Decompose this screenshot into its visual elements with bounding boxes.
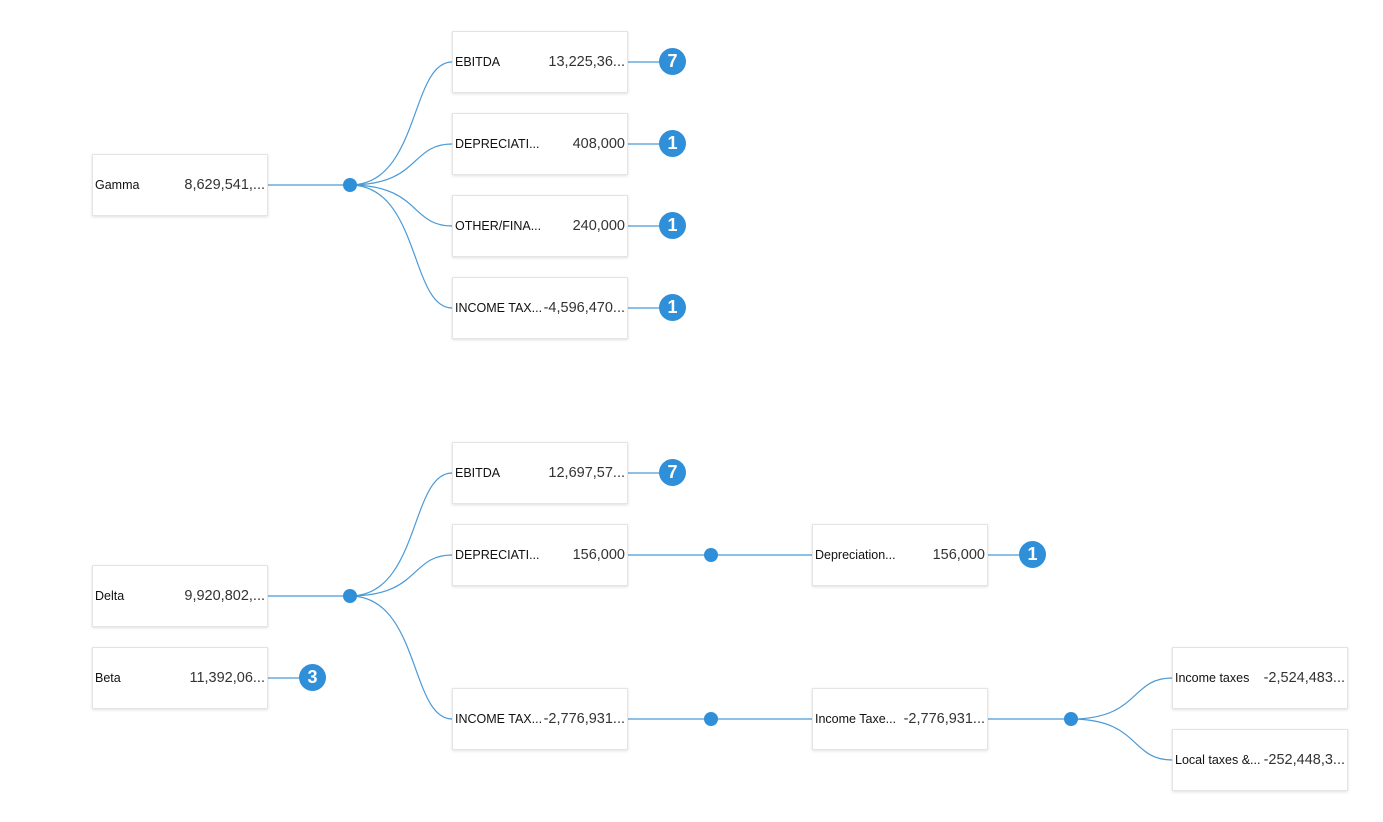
expand-joint-delta-depreciation[interactable] xyxy=(704,548,718,562)
node-gamma-depreciation[interactable]: DEPRECIATI... 408,000 xyxy=(452,113,628,175)
link-delta-depreciation xyxy=(349,554,453,597)
expand-joint-delta-income-tax[interactable] xyxy=(704,712,718,726)
node-label: Beta xyxy=(95,671,121,685)
node-label: Gamma xyxy=(95,178,140,192)
child-count-badge-delta-ebitda[interactable]: 7 xyxy=(659,459,686,486)
node-label: DEPRECIATI... xyxy=(455,548,540,562)
node-value: -2,776,931... xyxy=(903,711,985,727)
node-gamma-other-finance[interactable]: OTHER/FINA... 240,000 xyxy=(452,195,628,257)
node-delta-ebitda[interactable]: EBITDA 12,697,57... xyxy=(452,442,628,504)
child-count-badge-gamma-depreciation[interactable]: 1 xyxy=(659,130,686,157)
link-gamma-income-tax xyxy=(349,184,453,309)
node-value: -4,596,470... xyxy=(543,300,625,316)
node-delta-income-taxes-detail[interactable]: Income Taxe... -2,776,931... xyxy=(812,688,988,750)
node-value: 156,000 xyxy=(572,547,625,563)
node-label: EBITDA xyxy=(455,466,501,480)
node-label: Local taxes &... xyxy=(1175,753,1261,767)
node-value: 12,697,57... xyxy=(548,465,625,481)
node-delta-depreciation[interactable]: DEPRECIATI... 156,000 xyxy=(452,524,628,586)
node-gamma[interactable]: Gamma 8,629,541,... xyxy=(92,154,268,216)
link-delta-ebitda xyxy=(349,472,453,597)
node-value: 408,000 xyxy=(572,136,625,152)
node-gamma-income-tax[interactable]: INCOME TAX... -4,596,470... xyxy=(452,277,628,339)
node-label: OTHER/FINA... xyxy=(455,219,542,233)
child-count-badge-beta[interactable]: 3 xyxy=(299,664,326,691)
node-value: 240,000 xyxy=(572,218,625,234)
child-count-badge-gamma-income-tax[interactable]: 1 xyxy=(659,294,686,321)
link-gamma-ebitda xyxy=(349,61,453,186)
node-value: 9,920,802,... xyxy=(184,588,265,604)
node-value: 8,629,541,... xyxy=(184,177,265,193)
expand-joint-gamma[interactable] xyxy=(343,178,357,192)
node-delta-depreciation-detail[interactable]: Depreciation... 156,000 xyxy=(812,524,988,586)
node-value: 11,392,06... xyxy=(189,670,265,686)
node-delta-income-tax[interactable]: INCOME TAX... -2,776,931... xyxy=(452,688,628,750)
tree-links xyxy=(268,61,1173,761)
link-delta-income-taxes xyxy=(1070,677,1173,720)
child-count-badge-delta-depreciation-detail[interactable]: 1 xyxy=(1019,541,1046,568)
node-label: Income taxes xyxy=(1175,671,1250,685)
expand-joint-delta[interactable] xyxy=(343,589,357,603)
node-label: INCOME TAX... xyxy=(455,301,543,315)
link-delta-income-tax xyxy=(349,595,453,720)
node-value: 13,225,36... xyxy=(548,54,625,70)
node-label: EBITDA xyxy=(455,55,501,69)
child-count-badge-gamma-other[interactable]: 1 xyxy=(659,212,686,239)
node-label: Depreciation... xyxy=(815,548,896,562)
link-gamma-other xyxy=(349,184,453,227)
node-label: DEPRECIATI... xyxy=(455,137,540,151)
expand-joint-delta-income-taxes-detail[interactable] xyxy=(1064,712,1078,726)
node-value: -252,448,3... xyxy=(1263,752,1345,768)
node-label: INCOME TAX... xyxy=(455,712,543,726)
link-gamma-depreciation xyxy=(349,143,453,186)
node-delta[interactable]: Delta 9,920,802,... xyxy=(92,565,268,627)
node-label: Income Taxe... xyxy=(815,712,897,726)
node-local-taxes[interactable]: Local taxes &... -252,448,3... xyxy=(1172,729,1348,791)
node-value: -2,776,931... xyxy=(543,711,625,727)
node-beta[interactable]: Beta 11,392,06... xyxy=(92,647,268,709)
node-value: 156,000 xyxy=(932,547,985,563)
node-label: Delta xyxy=(95,589,125,603)
node-value: -2,524,483... xyxy=(1263,670,1345,686)
child-count-badge-gamma-ebitda[interactable]: 7 xyxy=(659,48,686,75)
node-income-taxes[interactable]: Income taxes -2,524,483... xyxy=(1172,647,1348,709)
tree-joints xyxy=(343,178,1078,726)
link-delta-local-taxes xyxy=(1070,718,1173,761)
node-gamma-ebitda[interactable]: EBITDA 13,225,36... xyxy=(452,31,628,93)
